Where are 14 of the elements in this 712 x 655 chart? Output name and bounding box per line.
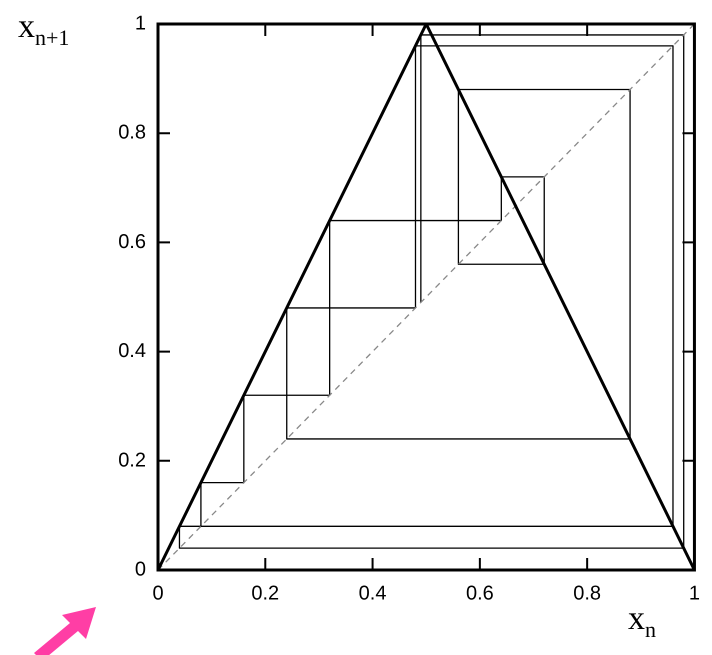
y-axis-title: x$_{n+1}$ (18, 8, 70, 51)
y-tick-label: 0.8 (118, 122, 146, 144)
x-axis-title: x$_{n}$ (628, 600, 656, 643)
x-tick-label: 0 (152, 582, 164, 605)
x-tick-label: 1 (688, 582, 700, 605)
y-tick-label: 1 (134, 12, 146, 35)
y-tick-label: 0.2 (118, 449, 146, 472)
x-tick-label: 0.4 (358, 582, 386, 605)
x-tick-label: 0.6 (466, 582, 494, 605)
y-tick-label: 0.6 (118, 230, 146, 253)
x-tick-label: 0.8 (573, 582, 602, 605)
y-tick-label: 0 (134, 558, 146, 581)
y-tick-label: 0.4 (118, 340, 146, 362)
x-tick-label: 0.2 (251, 582, 280, 605)
